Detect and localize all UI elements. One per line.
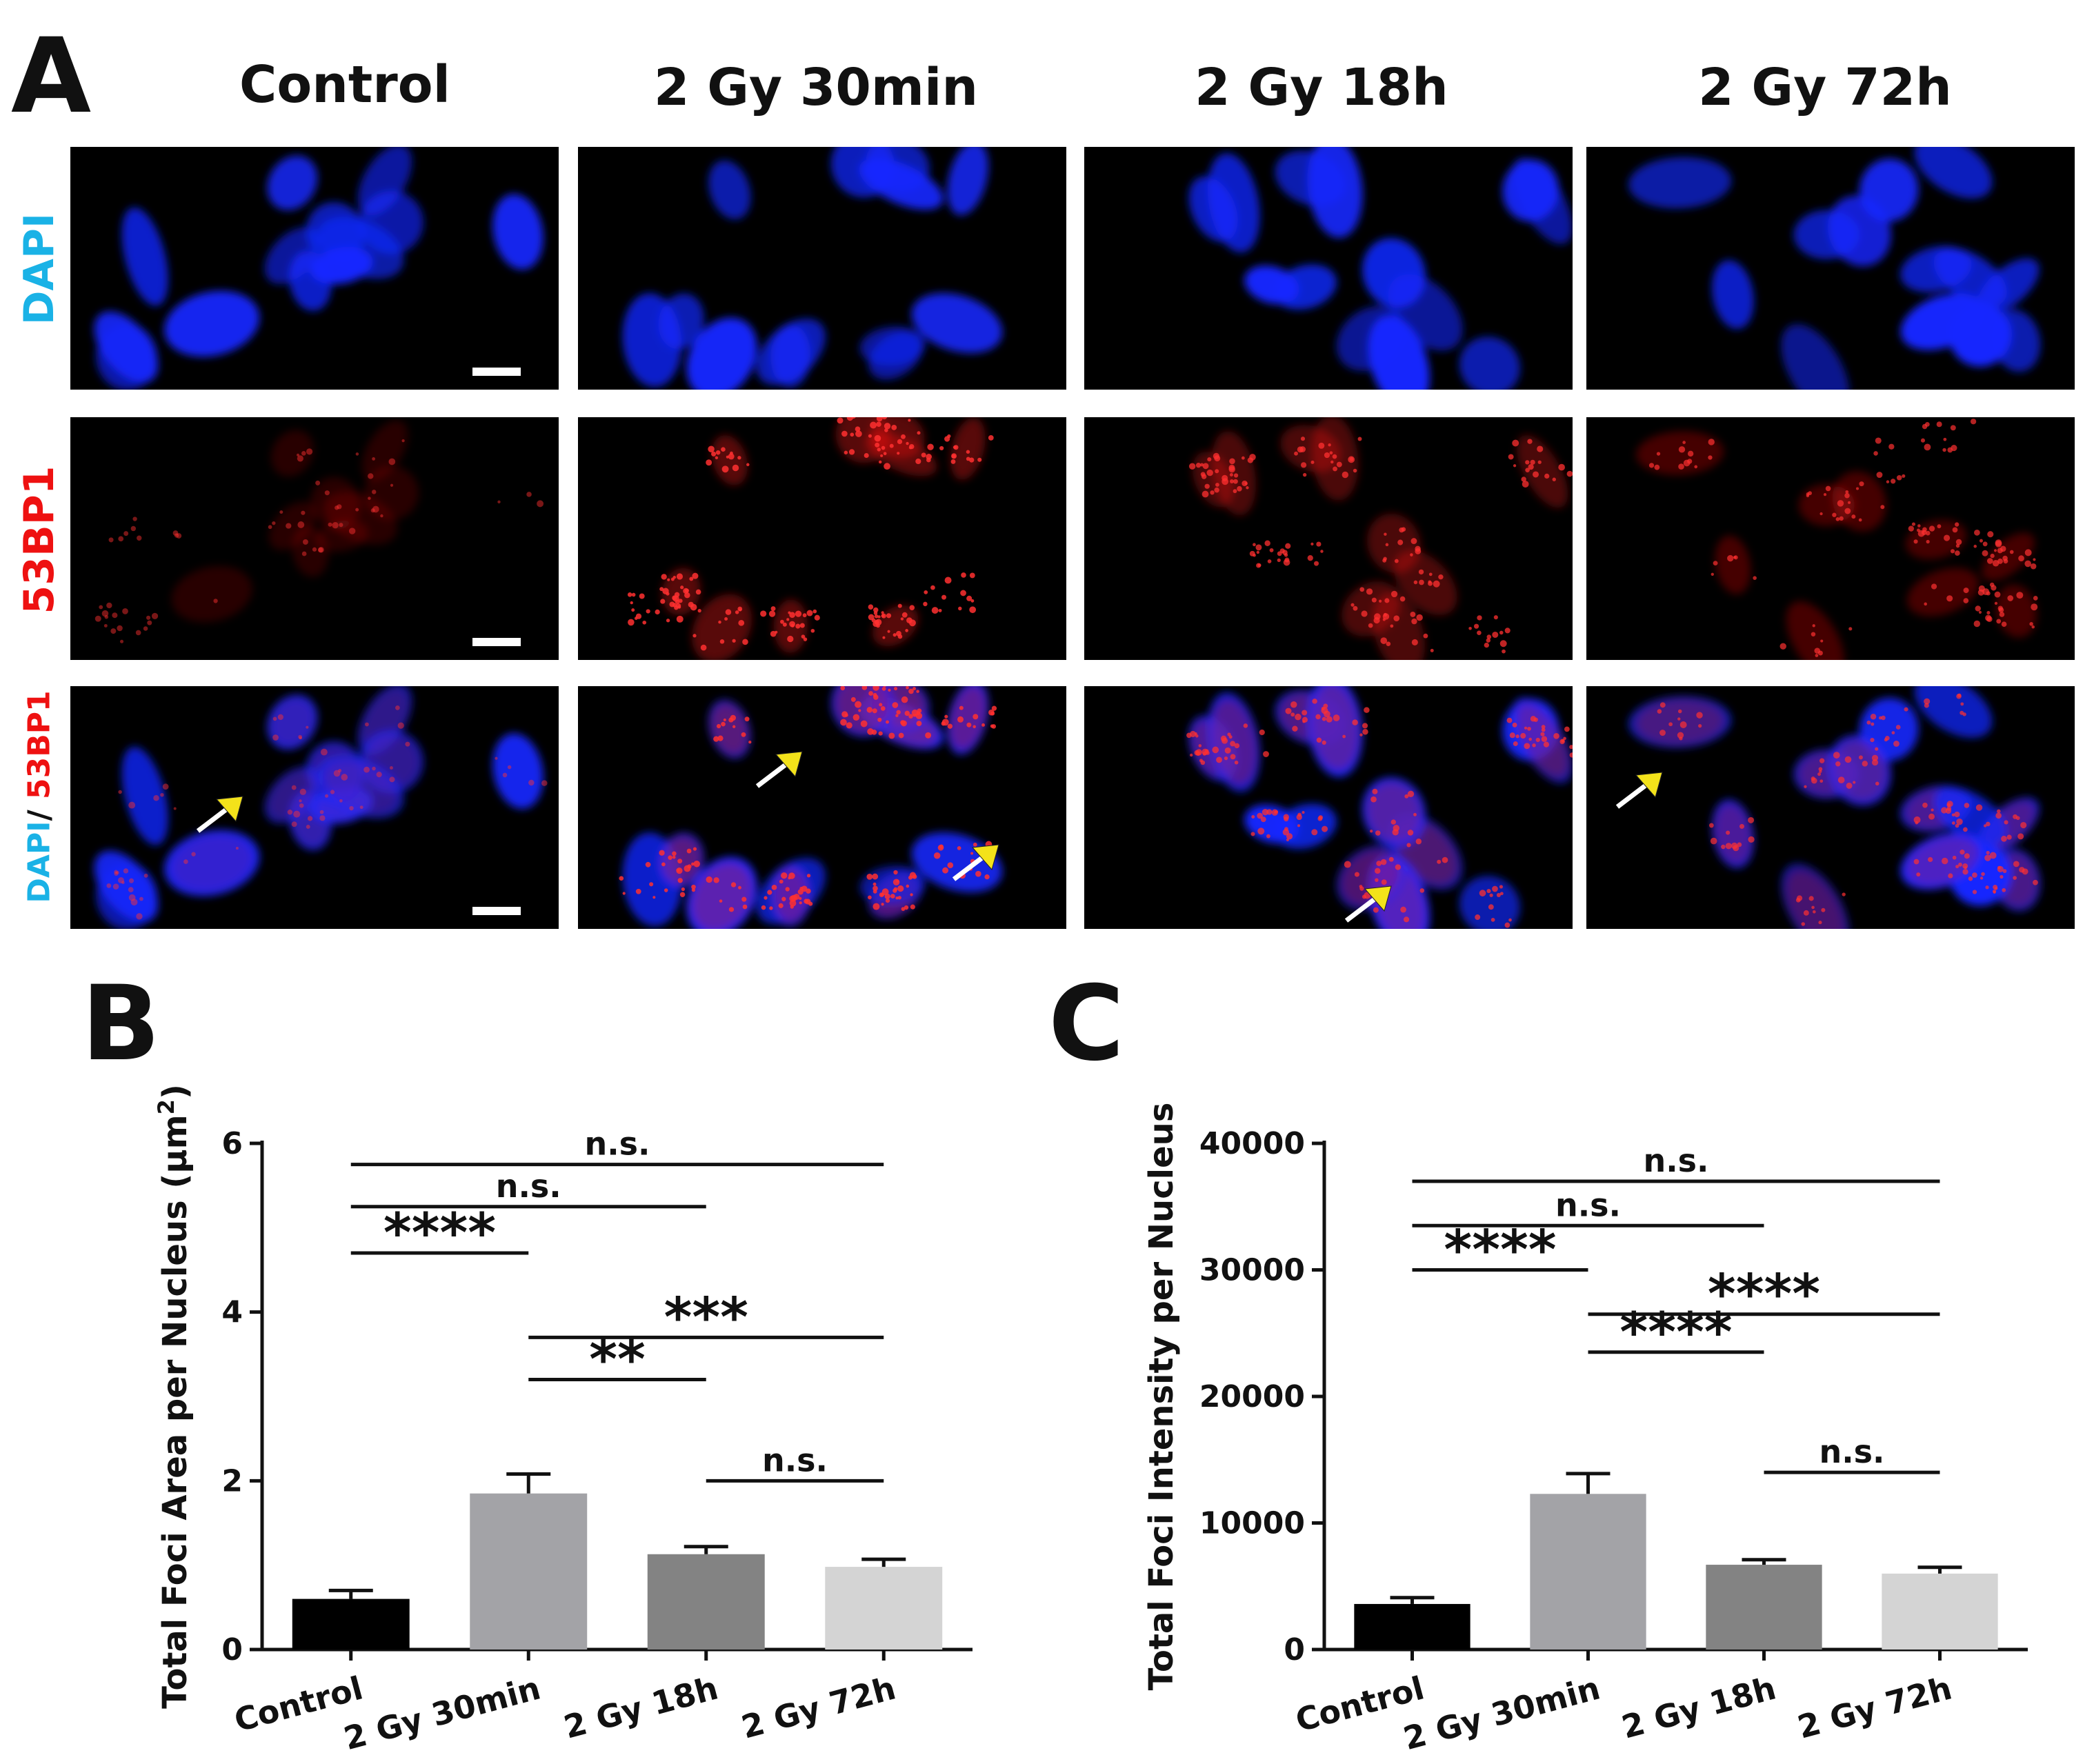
row-label-merge: DAPI/ 53BP1 bbox=[22, 673, 57, 921]
row-label-dapi: DAPI bbox=[15, 145, 63, 393]
column-title-2gy-30min: 2 Gy 30min bbox=[653, 58, 979, 117]
y-tick-label: 30000 bbox=[1199, 1253, 1305, 1288]
x-category-label-1: 2 Gy 30min bbox=[1399, 1669, 1604, 1757]
row-label-merge-dapi: DAPI bbox=[21, 821, 57, 903]
y-tick-label: 10000 bbox=[1199, 1506, 1305, 1541]
chart-b: 0 2 4 6 Total Foci Area per Nucleus (μm2) Con… bbox=[153, 1076, 1028, 1757]
significance-label-0: n.s. bbox=[1643, 1142, 1708, 1179]
error-bar-0 bbox=[1390, 1596, 1435, 1604]
y-axis-label-end: ) bbox=[156, 1084, 195, 1099]
significance-label-4: **** bbox=[1619, 1302, 1732, 1364]
micrograph-merge-2gy-30min bbox=[578, 686, 1066, 929]
x-category-label-2: 2 Gy 18h bbox=[1618, 1669, 1780, 1745]
y-axis-label-superscript: 2 bbox=[153, 1099, 179, 1114]
significance-label-3: *** bbox=[664, 1287, 748, 1349]
bar-0 bbox=[1354, 1603, 1470, 1650]
error-bar-3 bbox=[861, 1557, 906, 1567]
significance-label-5: n.s. bbox=[1819, 1433, 1884, 1470]
error-bar-1 bbox=[1566, 1472, 1611, 1494]
panel-c-letter: C bbox=[1048, 964, 1125, 1084]
chart-c: 0 10000 20000 30000 40000 Total Foci Intensit… bbox=[1131, 1062, 2042, 1757]
significance-label-1: n.s. bbox=[1555, 1186, 1621, 1223]
y-axis-label: Total Foci Intensity per Nucleus bbox=[1142, 1103, 1181, 1691]
y-tick-label: 20000 bbox=[1199, 1379, 1305, 1414]
micrograph-merge-2gy-18h bbox=[1084, 686, 1573, 929]
error-bar-2 bbox=[684, 1545, 728, 1554]
bar-2 bbox=[647, 1554, 765, 1650]
column-title-2gy-72h: 2 Gy 72h bbox=[1698, 58, 1952, 117]
significance-label-1: n.s. bbox=[496, 1167, 561, 1205]
error-bar-0 bbox=[328, 1588, 373, 1599]
panel-b-letter: B bbox=[81, 964, 161, 1084]
bar-0 bbox=[292, 1598, 410, 1650]
y-axis-label: Total Foci Area per Nucleus (μm2) bbox=[153, 1084, 195, 1709]
y-axis-label-main: Total Foci Area per Nucleus (μm bbox=[156, 1114, 195, 1709]
bar-1 bbox=[470, 1493, 588, 1650]
bar-2 bbox=[1706, 1565, 1822, 1650]
micrograph-53bp1-2gy-30min bbox=[578, 417, 1066, 660]
micrograph-dapi-2gy-72h bbox=[1586, 147, 2075, 390]
significance-label-4: ** bbox=[589, 1330, 646, 1392]
row-label-dapi-text: DAPI bbox=[15, 212, 63, 325]
x-category-label-1: 2 Gy 30min bbox=[340, 1669, 544, 1757]
row-label-53bp1-text: 53BP1 bbox=[15, 465, 63, 614]
error-bar-1 bbox=[506, 1472, 551, 1494]
y-tick-label: 0 bbox=[221, 1632, 243, 1667]
error-bar-3 bbox=[1917, 1565, 1962, 1574]
x-category-label-3: 2 Gy 72h bbox=[1794, 1669, 1956, 1745]
micrograph-53bp1-control bbox=[70, 417, 559, 660]
significance-label-3: **** bbox=[1708, 1264, 1820, 1326]
column-title-control: Control bbox=[239, 55, 450, 114]
row-label-merge-slash: / bbox=[21, 799, 57, 821]
micrograph-merge-2gy-72h bbox=[1586, 686, 2075, 929]
x-category-label-3: 2 Gy 72h bbox=[737, 1669, 899, 1745]
bar-3 bbox=[1882, 1573, 1998, 1650]
micrograph-dapi-control bbox=[70, 147, 559, 390]
micrograph-53bp1-2gy-18h bbox=[1084, 417, 1573, 660]
chart-c-svg: 0 10000 20000 30000 40000 Total Foci Intensit… bbox=[1142, 1103, 2028, 1757]
y-tick-label: 6 bbox=[221, 1126, 243, 1161]
y-axis-label-main: Total Foci Intensity per Nucleus bbox=[1142, 1103, 1181, 1691]
significance-label-0: n.s. bbox=[584, 1125, 650, 1163]
bar-3 bbox=[825, 1567, 943, 1650]
y-tick-label: 40000 bbox=[1199, 1126, 1305, 1161]
row-label-merge-53bp1: 53BP1 bbox=[21, 690, 57, 800]
micrograph-53bp1-2gy-72h bbox=[1586, 417, 2075, 660]
significance-label-5: n.s. bbox=[762, 1441, 828, 1479]
column-title-2gy-18h: 2 Gy 18h bbox=[1195, 58, 1448, 117]
x-category-label-2: 2 Gy 18h bbox=[560, 1669, 722, 1745]
significance-label-2: **** bbox=[1444, 1220, 1556, 1282]
micrograph-dapi-2gy-30min bbox=[578, 147, 1066, 390]
bar-1 bbox=[1530, 1494, 1646, 1650]
y-tick-label: 4 bbox=[221, 1295, 243, 1330]
micrograph-merge-control bbox=[70, 686, 559, 929]
panel-a-letter: A bbox=[11, 17, 92, 137]
y-tick-label: 2 bbox=[221, 1463, 243, 1499]
micrograph-dapi-2gy-18h bbox=[1084, 147, 1573, 390]
y-tick-label: 0 bbox=[1284, 1632, 1305, 1667]
error-bar-2 bbox=[1742, 1558, 1786, 1565]
row-label-53bp1: 53BP1 bbox=[15, 416, 63, 664]
significance-label-2: **** bbox=[383, 1203, 496, 1265]
